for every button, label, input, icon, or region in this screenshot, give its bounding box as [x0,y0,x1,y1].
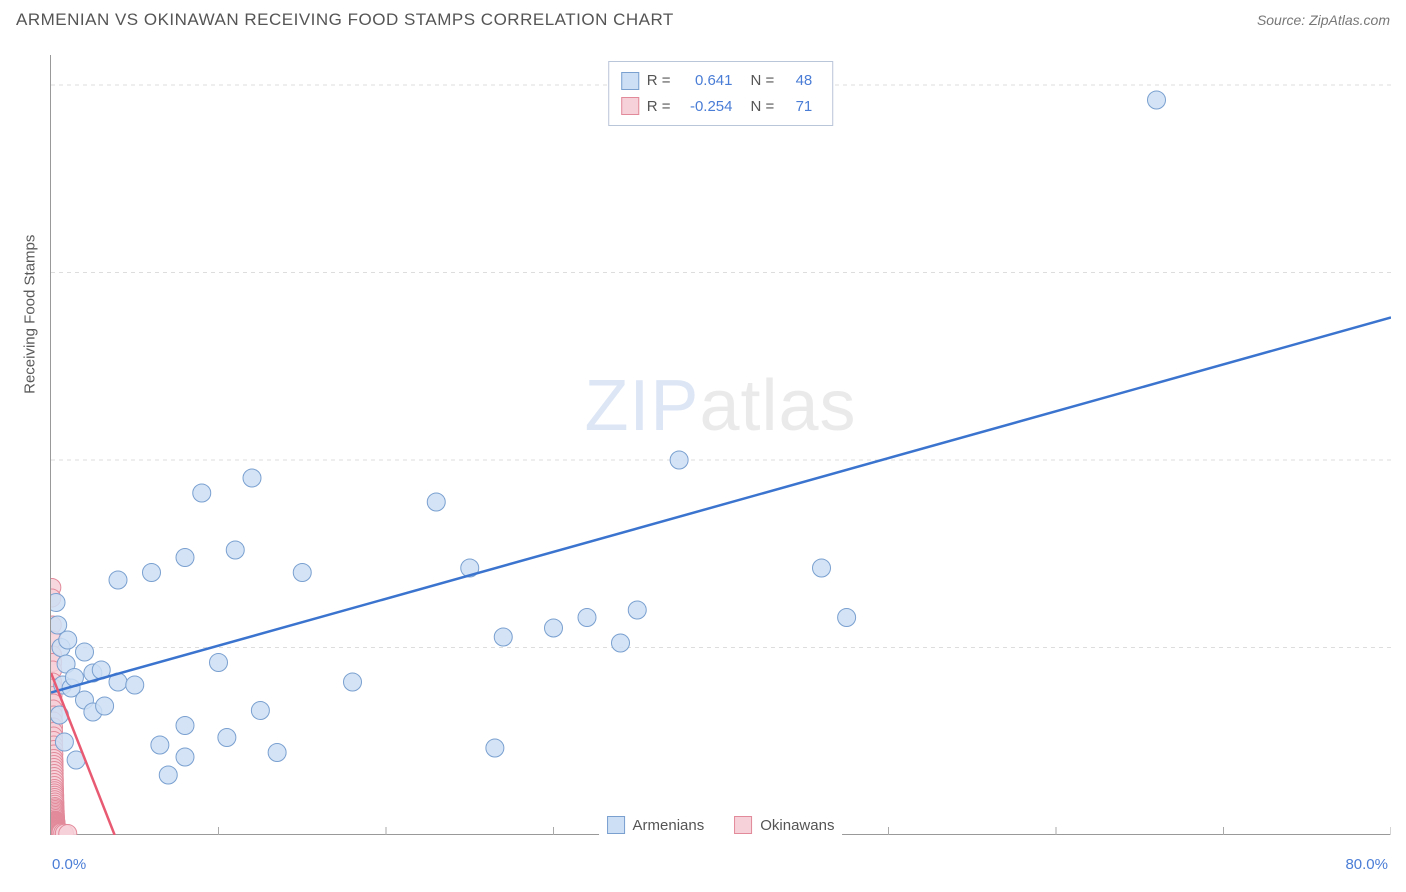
chart-header: ARMENIAN VS OKINAWAN RECEIVING FOOD STAM… [0,0,1406,36]
source-attribution: Source: ZipAtlas.com [1257,12,1390,28]
legend-label-okinawans: Okinawans [760,817,834,834]
correlation-row-okinawans: R = -0.254 N = 71 [621,94,813,120]
source-label: Source: [1257,12,1309,28]
legend-swatch-okinawans-icon [734,816,752,834]
legend-label-armenians: Armenians [633,817,705,834]
r-label: R = [647,68,671,94]
x-axis-max-label: 80.0% [1345,856,1388,873]
n-label: N = [751,68,775,94]
x-axis-min-label: 0.0% [52,856,86,873]
legend-item-armenians[interactable]: Armenians [607,816,705,834]
n-value-okinawans: 71 [782,94,812,120]
legend-swatch-armenians-icon [607,816,625,834]
swatch-okinawans-icon [621,97,639,115]
source-link[interactable]: ZipAtlas.com [1309,12,1390,28]
swatch-armenians-icon [621,72,639,90]
chart-title: ARMENIAN VS OKINAWAN RECEIVING FOOD STAM… [16,10,674,30]
y-axis-title: Receiving Food Stamps [22,235,39,394]
correlation-box: R = 0.641 N = 48 R = -0.254 N = 71 [608,61,834,126]
scatter-svg [51,55,1391,835]
bottom-legend: Armenians Okinawans [599,814,843,836]
n-label: N = [751,94,775,120]
r-value-armenians: 0.641 [679,68,733,94]
r-label: R = [647,94,671,120]
chart-area: Receiving Food Stamps ZIPatlas R = 0.641… [50,55,1390,875]
correlation-row-armenians: R = 0.641 N = 48 [621,68,813,94]
plot-region: ZIPatlas R = 0.641 N = 48 R = -0.254 N = [50,55,1390,835]
n-value-armenians: 48 [782,68,812,94]
legend-item-okinawans[interactable]: Okinawans [734,816,834,834]
r-value-okinawans: -0.254 [679,94,733,120]
